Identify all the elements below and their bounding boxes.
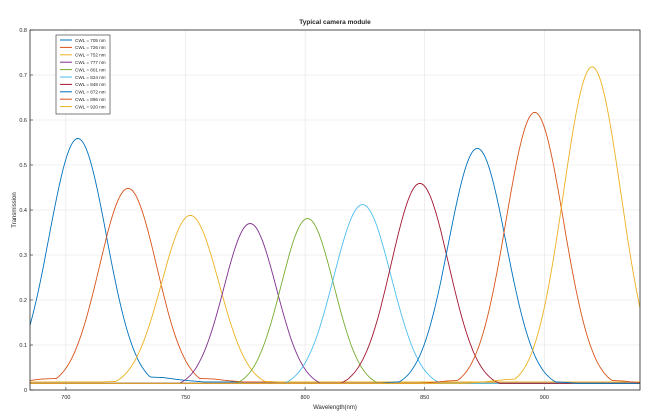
- legend-label: CWL = 824 nm: [75, 75, 106, 80]
- legend-label: CWL = 872 nm: [75, 90, 106, 95]
- y-tick-label: 0.7: [19, 73, 27, 79]
- y-tick-label: 0.5: [19, 163, 27, 169]
- chart-title: Typical camera module: [299, 19, 371, 26]
- legend-label: CWL = 920 nm: [75, 104, 106, 109]
- x-tick-label: 750: [181, 395, 190, 401]
- legend-label: CWL = 801 nm: [75, 67, 106, 72]
- y-tick-label: 0.8: [19, 28, 27, 34]
- series-line: [30, 66, 641, 384]
- x-tick-label: 800: [301, 395, 310, 401]
- y-tick-label: 0: [24, 388, 27, 394]
- legend-label: CWL = 848 nm: [75, 82, 106, 87]
- legend: CWL = 705 nm CWL = 726 nm CWL = 752 nm CWL …: [55, 34, 111, 115]
- x-tick-label: 700: [61, 395, 70, 401]
- legend-label: CWL = 777 nm: [75, 60, 106, 65]
- series-line: [30, 214, 640, 383]
- y-tick-label: 0.1: [19, 343, 27, 349]
- x-tick-label: 900: [540, 395, 549, 401]
- x-tick-label: 850: [420, 395, 429, 401]
- legend-label: CWL = 752 nm: [75, 53, 106, 58]
- y-tick-label: 0.6: [19, 118, 27, 124]
- series-layer: [29, 66, 641, 384]
- y-tick-label: 0.3: [19, 253, 27, 259]
- y-tick-label: 0.2: [19, 298, 27, 304]
- legend-box: [55, 34, 111, 115]
- axis-ticks: 700 750 800 850 900 0 0.1 0.2 0.3 0.4 0.5 0.6 0.7 0.8: [19, 28, 549, 401]
- y-axis-label: Transmission: [12, 192, 18, 227]
- x-axis-label: Wavelength(nm): [313, 405, 357, 411]
- y-tick-label: 0.4: [19, 208, 27, 214]
- legend-label: CWL = 726 nm: [75, 45, 106, 50]
- legend-label: CWL = 705 nm: [75, 38, 106, 43]
- legend-label: CWL = 896 nm: [75, 97, 106, 102]
